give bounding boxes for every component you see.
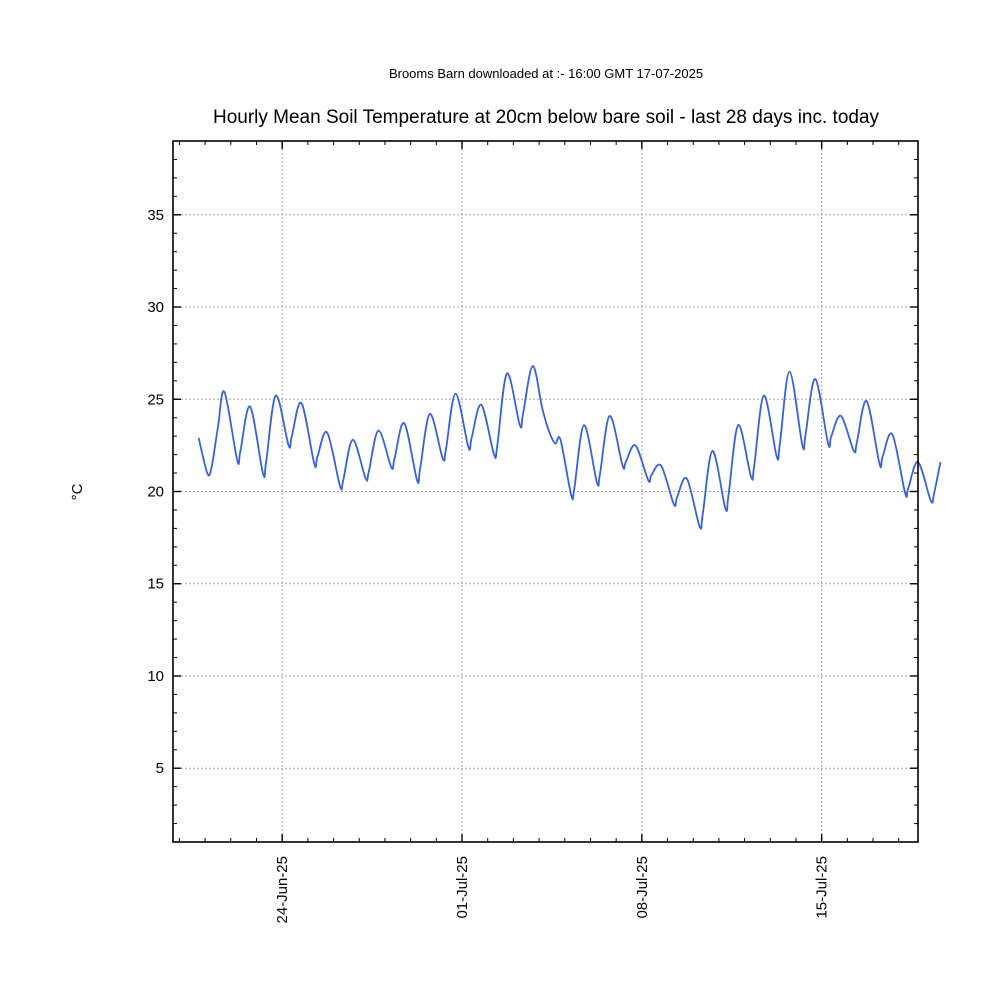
y-tick-label: 20 [147, 484, 164, 501]
y-axis-label: °C [69, 483, 86, 500]
plot-frame [172, 140, 919, 843]
chart-suptitle: Brooms Barn downloaded at :- 16:00 GMT 1… [389, 66, 703, 81]
y-tick-label: 10 [147, 668, 164, 685]
y-tick-label: 30 [147, 299, 164, 316]
y-tick-label: 5 [156, 760, 164, 777]
series-line-group [197, 365, 942, 530]
x-tick-label: 15-Jul-25 [814, 856, 831, 919]
grid [173, 141, 918, 842]
tick-labels: 5 10 15 20 25 30 35 24-Jun-25 01-Jul-25 08-Jul-25… [147, 207, 830, 924]
x-tick-label: 01-Jul-25 [454, 856, 471, 919]
y-tick-label: 35 [147, 207, 164, 224]
x-tick-label: 08-Jul-25 [634, 856, 651, 919]
y-tick-label: 25 [147, 391, 164, 408]
axes [172, 140, 919, 843]
series-line [197, 365, 942, 530]
chart-title: Hourly Mean Soil Temperature at 20cm bel… [213, 107, 880, 128]
x-tick-label: 24-Jun-25 [274, 856, 291, 924]
y-tick-label: 15 [147, 576, 164, 593]
